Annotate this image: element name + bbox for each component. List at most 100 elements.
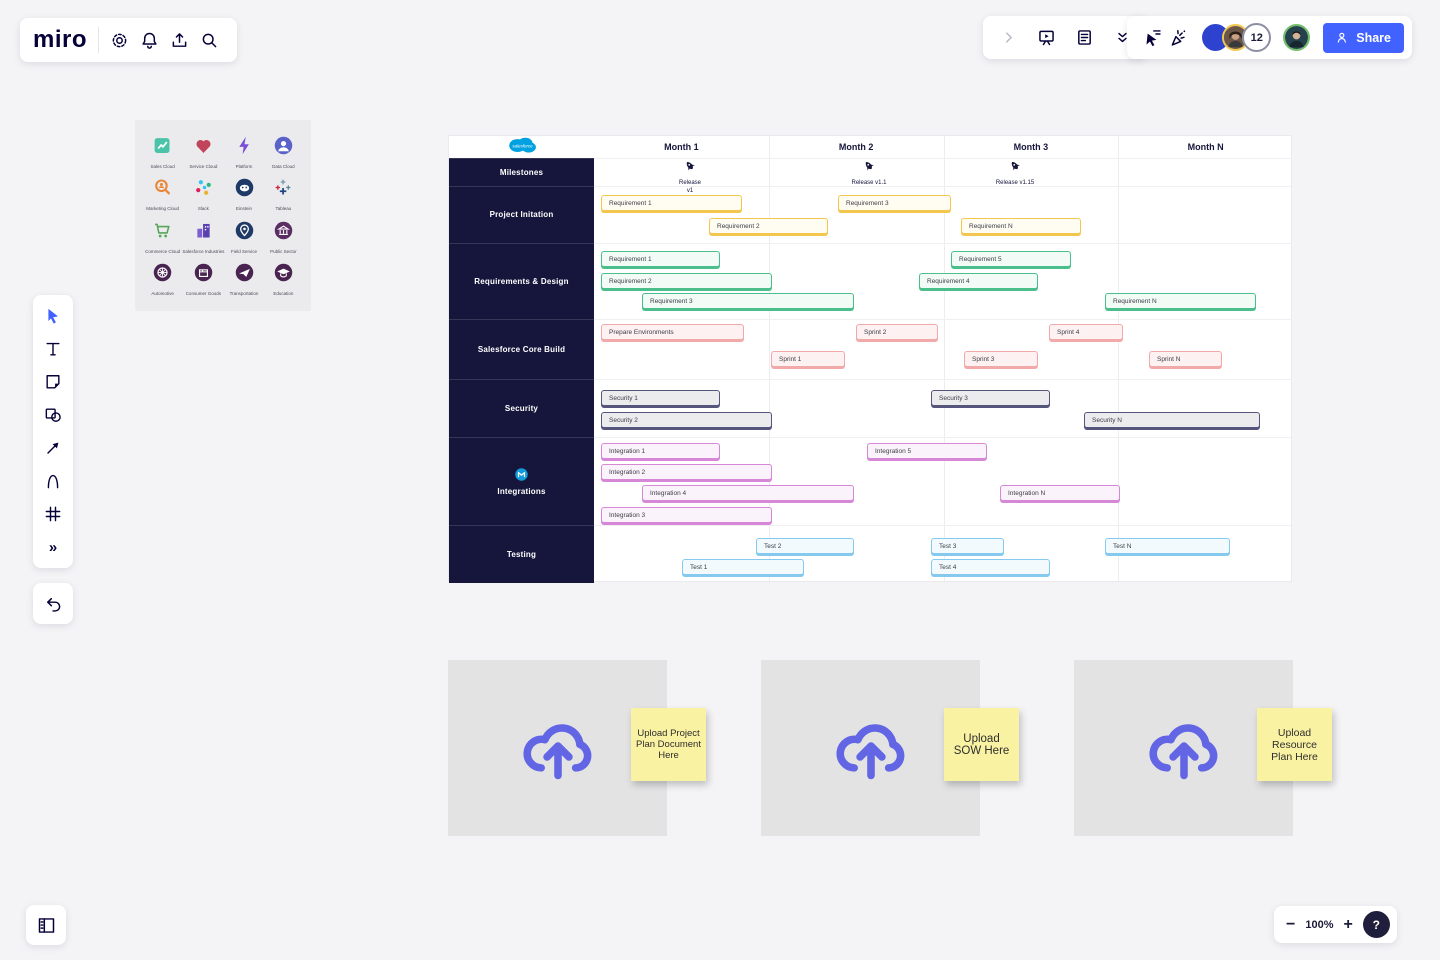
gantt-bar[interactable]: Test 1 <box>682 559 804 575</box>
palette-item-einstein[interactable]: Einstein <box>224 177 263 211</box>
celebrate-button[interactable] <box>1166 23 1193 53</box>
upload-dropzone[interactable] <box>1074 660 1293 836</box>
avatar-collaborator-2[interactable] <box>1222 24 1250 51</box>
gantt-bar[interactable]: Requirement 3 <box>838 195 951 211</box>
palette-item-marketing-cloud[interactable]: Marketing Cloud <box>143 177 182 211</box>
upload-dropzone[interactable] <box>761 660 980 836</box>
search-button[interactable] <box>194 25 224 55</box>
palette-item-sales-cloud[interactable]: Sales Cloud <box>143 135 182 169</box>
avatar-stack[interactable]: 12 <box>1202 23 1272 52</box>
double-chevron-right-icon: » <box>48 538 58 556</box>
zoom-out-button[interactable]: − <box>1286 915 1296 933</box>
palette-item-consumer-goods[interactable]: Consumer Goods <box>182 262 224 296</box>
gantt-bar[interactable]: Prepare Environments <box>601 324 744 340</box>
gantt-bar[interactable]: Security 1 <box>601 390 720 406</box>
palette-item-salesforce-industries[interactable]: Salesforce Industries <box>182 220 224 254</box>
sticky-note[interactable]: Upload Project Plan Document Here <box>631 708 706 781</box>
milestone[interactable]: Release v1.15 <box>980 160 1050 188</box>
gantt-row-label-column <box>449 158 594 583</box>
export-button[interactable] <box>164 25 194 55</box>
gantt-bar[interactable]: Sprint 4 <box>1049 324 1123 340</box>
sticky-note-tool[interactable] <box>39 368 67 396</box>
arrow-tool[interactable] <box>39 434 67 462</box>
notifications-button[interactable] <box>134 25 164 55</box>
undo-button[interactable] <box>38 589 68 619</box>
collaborator-count-badge[interactable]: 12 <box>1242 23 1272 52</box>
gantt-bar[interactable]: Integration N <box>1000 485 1120 501</box>
palette-item-label: Transportation <box>229 291 259 297</box>
gantt-bar[interactable]: Integration 2 <box>601 464 772 480</box>
select-tool[interactable] <box>39 302 67 330</box>
gantt-bar[interactable]: Security N <box>1084 412 1260 428</box>
gantt-bar[interactable]: Requirement 3 <box>642 293 854 309</box>
palette-item-commerce-cloud[interactable]: Commerce Cloud <box>143 220 182 254</box>
palette-item-field-service[interactable]: Field Service <box>224 220 263 254</box>
follow-button[interactable] <box>1139 23 1166 53</box>
sticky-note-icon <box>46 375 60 389</box>
svg-text:salesforce: salesforce <box>512 143 533 148</box>
pen-tool[interactable] <box>39 467 67 495</box>
gantt-bar[interactable]: Sprint 3 <box>964 351 1038 367</box>
frame-tool[interactable] <box>39 500 67 528</box>
palette-item-tableau[interactable]: Tableau <box>264 177 303 211</box>
gantt-bar[interactable]: Requirement 2 <box>709 218 828 234</box>
present-button[interactable] <box>1031 23 1061 53</box>
gantt-bar[interactable]: Integration 5 <box>867 443 987 459</box>
palette-item-public-sector[interactable]: Public Sector <box>264 220 303 254</box>
gantt-bar[interactable]: Sprint N <box>1149 351 1222 367</box>
gantt-bar[interactable]: Test 3 <box>931 538 1004 554</box>
shapes-tool[interactable] <box>39 401 67 429</box>
gantt-bar[interactable]: Requirement 5 <box>951 251 1071 267</box>
gantt-bar[interactable]: Requirement 1 <box>601 251 720 267</box>
palette-item-automotive[interactable]: Automotive <box>143 262 182 296</box>
frames-panel-button[interactable] <box>31 910 61 940</box>
gantt-bar[interactable]: Test N <box>1105 538 1230 554</box>
palette-item-slack[interactable]: Slack <box>182 177 224 211</box>
gantt-bar[interactable]: Sprint 1 <box>771 351 845 367</box>
sticky-note[interactable]: Upload Resource Plan Here <box>1257 708 1332 781</box>
palette-item-service-cloud[interactable]: Service Cloud <box>182 135 224 169</box>
public-sector-icon <box>273 220 294 246</box>
cloud-upload-icon <box>514 709 602 788</box>
gantt-bar[interactable]: Security 3 <box>931 390 1050 406</box>
more-tools[interactable]: » <box>39 533 67 561</box>
pen-icon <box>47 474 59 489</box>
milestone[interactable]: Release v1 <box>655 160 725 196</box>
zoom-controls: − 100% + ? <box>1274 906 1397 943</box>
palette-item-data-cloud[interactable]: Data Cloud <box>264 135 303 169</box>
notes-button[interactable] <box>1069 23 1099 53</box>
gantt-bar[interactable]: Test 2 <box>756 538 854 554</box>
text-tool[interactable] <box>39 335 67 363</box>
collapse-button[interactable] <box>993 23 1023 53</box>
gantt-bar[interactable]: Test 4 <box>931 559 1050 575</box>
zoom-level[interactable]: 100% <box>1305 918 1334 931</box>
milestone-label: Release v1 <box>678 180 701 194</box>
zoom-in-button[interactable]: + <box>1343 915 1353 933</box>
avatar-current-user[interactable] <box>1283 24 1311 51</box>
palette-item-label: Education <box>273 291 294 297</box>
upload-dropzone[interactable] <box>448 660 667 836</box>
miro-logo[interactable]: miro <box>33 26 88 53</box>
more-tools-button[interactable] <box>1107 23 1137 53</box>
month-header: Month N <box>1187 142 1224 152</box>
gantt-bar[interactable]: Integration 1 <box>601 443 720 459</box>
palette-item-transportation[interactable]: Transportation <box>224 262 263 296</box>
gantt-bar[interactable]: Requirement 2 <box>601 273 772 289</box>
gantt-bar[interactable]: Integration 3 <box>601 507 772 523</box>
gantt-bar[interactable]: Sprint 2 <box>856 324 938 340</box>
commerce-cloud-icon <box>152 220 173 246</box>
gantt-bar[interactable]: Requirement N <box>961 218 1081 234</box>
gantt-bar[interactable]: Security 2 <box>601 412 772 428</box>
settings-button[interactable] <box>104 25 134 55</box>
gantt-bar[interactable]: Requirement 1 <box>601 195 742 211</box>
gantt-bar[interactable]: Requirement N <box>1105 293 1256 309</box>
gantt-bar[interactable]: Requirement 4 <box>919 273 1038 289</box>
palette-item-education[interactable]: Education <box>264 262 303 296</box>
help-button[interactable]: ? <box>1362 911 1390 938</box>
palette-item-platform[interactable]: Platform <box>224 135 263 169</box>
sticky-note[interactable]: Upload SOW Here <box>944 708 1019 781</box>
gantt-bar[interactable]: Integration 4 <box>642 485 854 501</box>
share-button[interactable]: Share <box>1323 22 1404 53</box>
milestone[interactable]: Release v1.1 <box>834 160 904 188</box>
